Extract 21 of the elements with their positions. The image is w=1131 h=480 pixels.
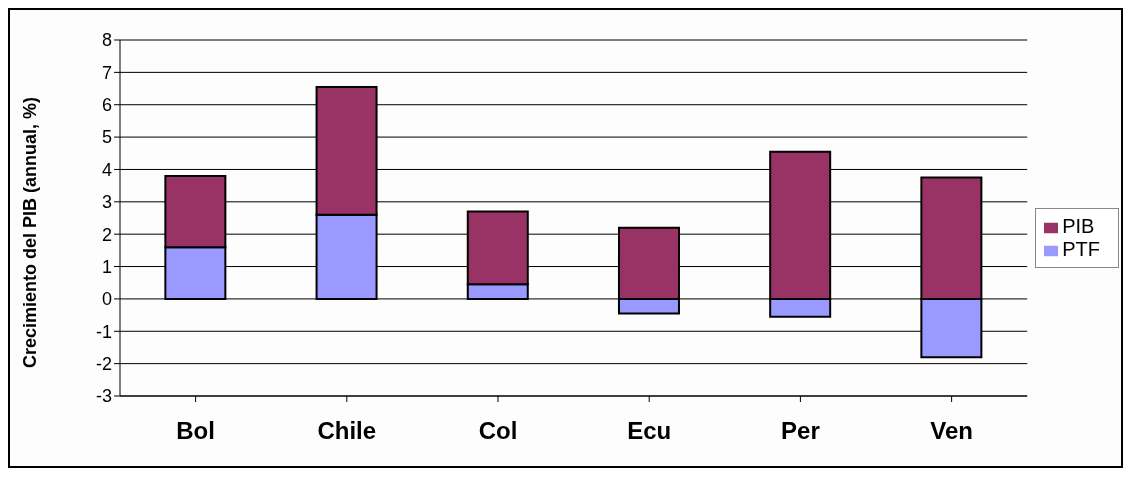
y-tick-label: 4 <box>101 159 112 180</box>
y-tick-label: 7 <box>101 62 112 83</box>
x-tick-label: Per <box>781 417 820 445</box>
y-tick-label: 2 <box>101 224 112 245</box>
x-tick-label: Chile <box>317 417 377 445</box>
y-tick-label: 8 <box>101 30 112 51</box>
legend-label: PTF <box>1062 238 1100 260</box>
y-axis-title: Crecimiento del PIB (annual, %) <box>20 96 41 368</box>
x-tick-label: Bol <box>176 417 215 445</box>
y-tick-label: 6 <box>101 95 112 116</box>
y-tick-label: -1 <box>95 321 112 342</box>
legend-label: PIB <box>1062 215 1095 237</box>
y-tick-label: 3 <box>101 192 112 213</box>
y-tick-label: 0 <box>101 289 112 310</box>
x-tick-label: Col <box>478 417 518 445</box>
y-tick-label: -3 <box>95 386 112 407</box>
y-tick-label: -2 <box>95 354 112 375</box>
x-tick-label: Ecu <box>627 417 672 445</box>
y-tick-label: 5 <box>101 127 112 148</box>
y-tick-label: 1 <box>101 256 112 277</box>
x-tick-label: Ven <box>930 417 973 445</box>
